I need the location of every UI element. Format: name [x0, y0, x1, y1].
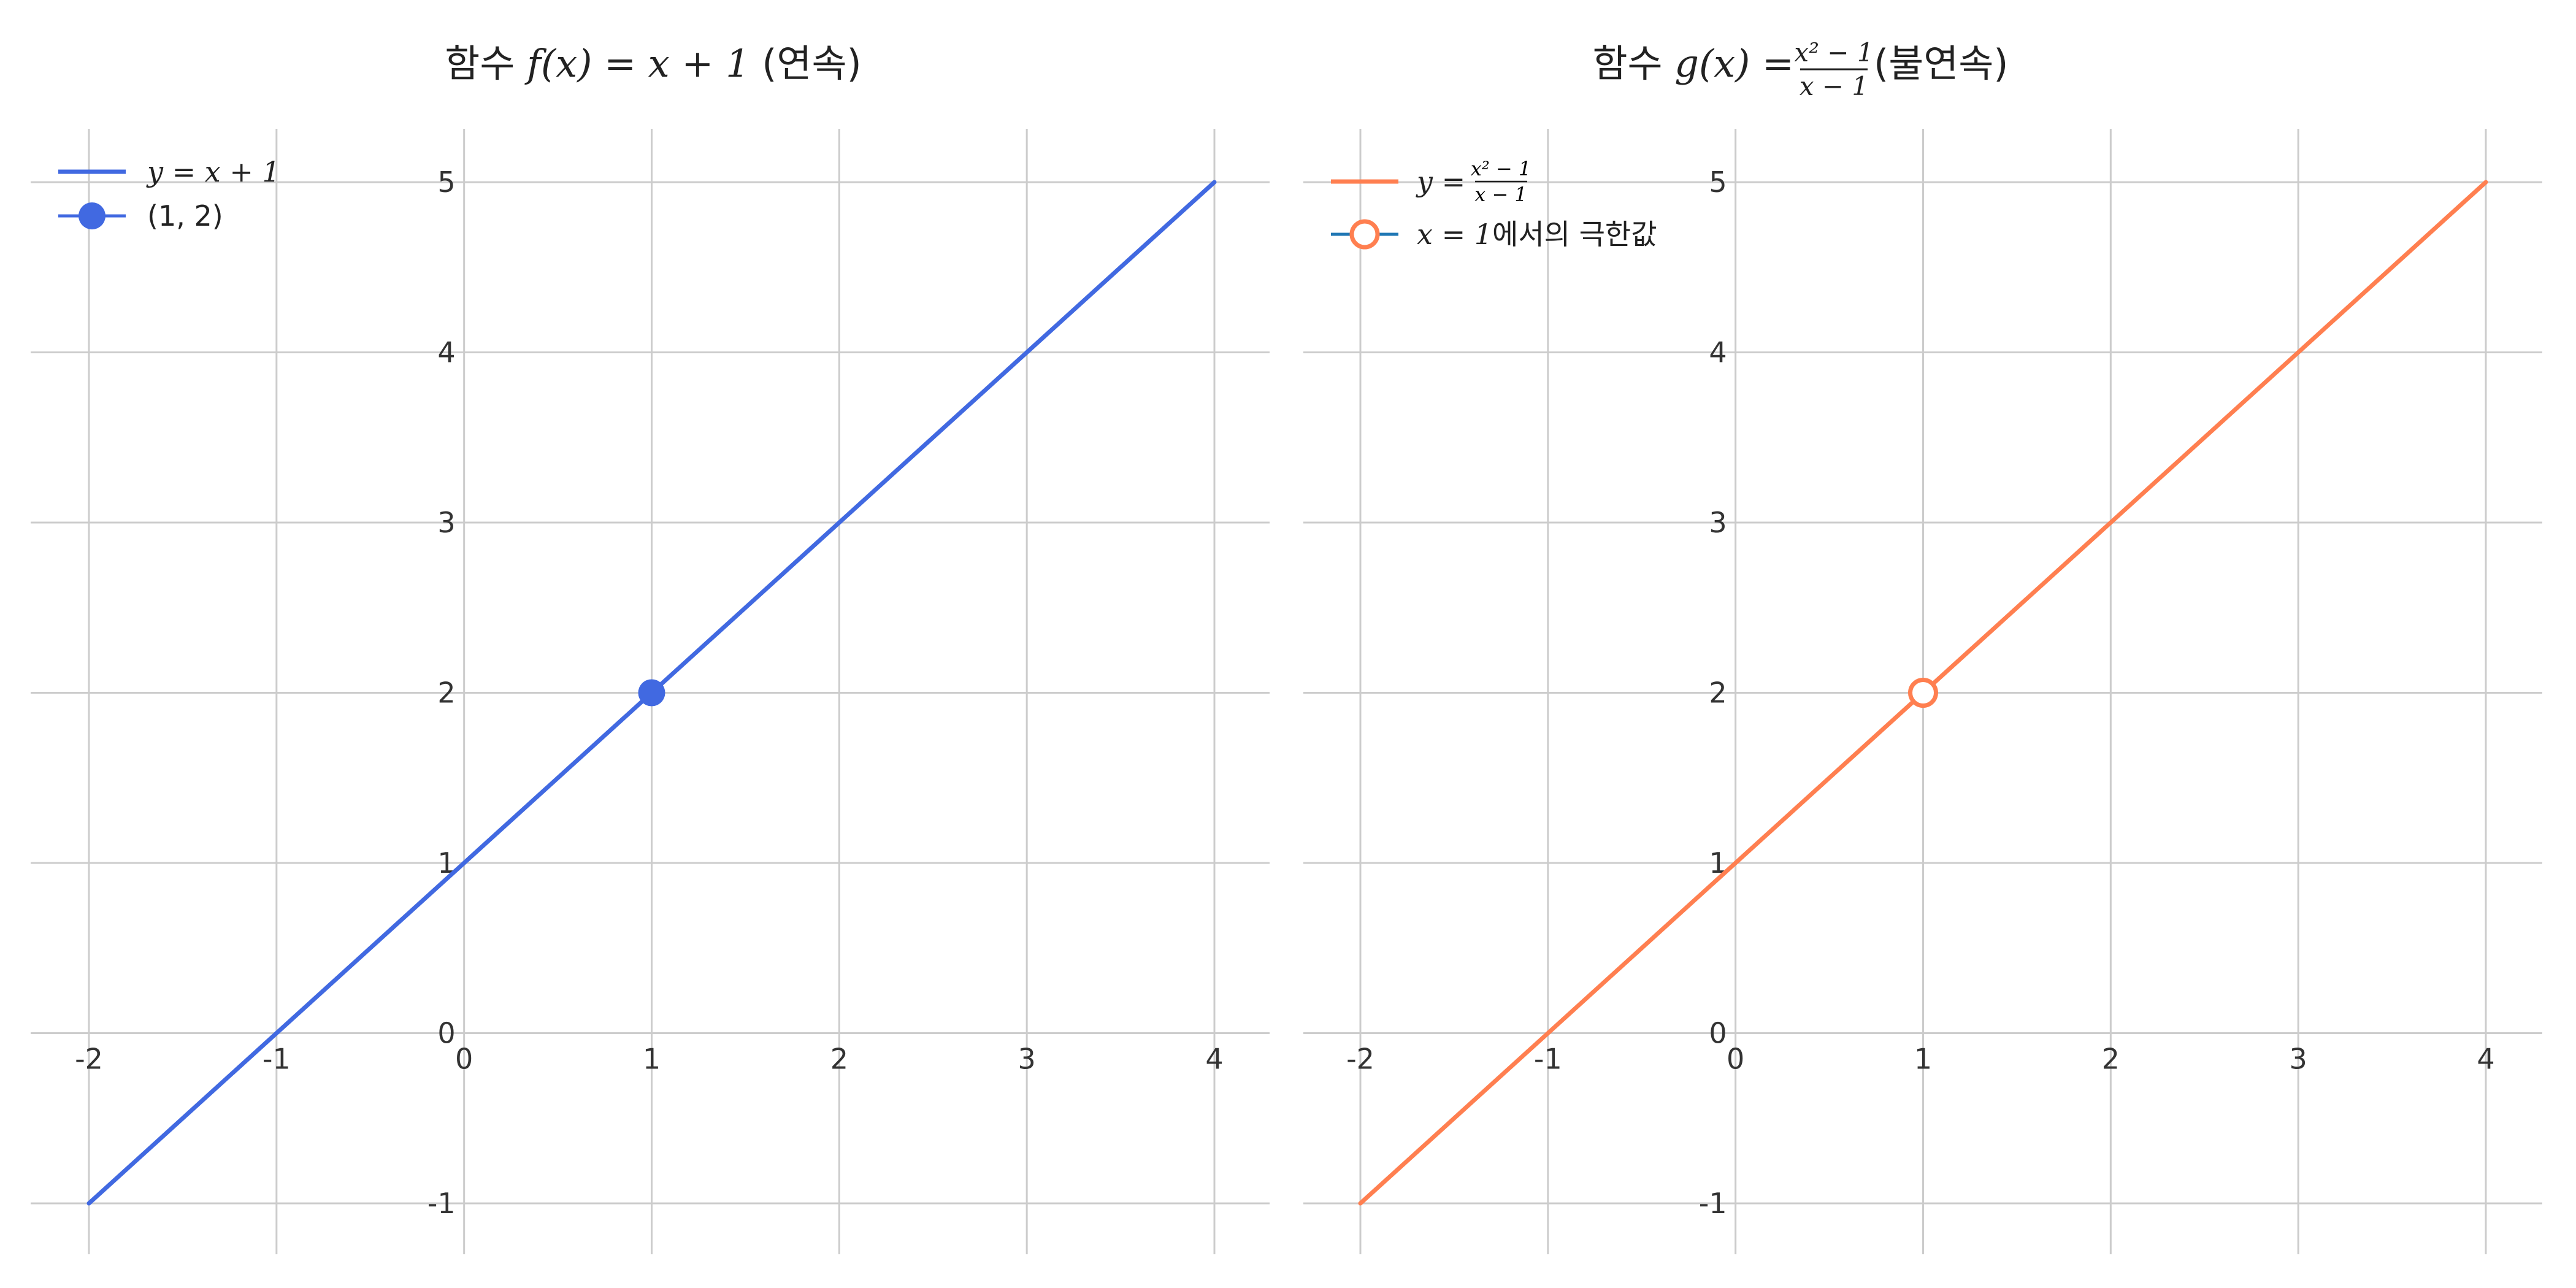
title-frac-num: x² − 1: [1794, 37, 1873, 67]
x-tick-label: 3: [2290, 1043, 2307, 1076]
y-tick-label: 5: [437, 166, 455, 199]
x-tick-label: 2: [2102, 1043, 2120, 1076]
y-tick-label: 4: [1709, 336, 1727, 369]
x-tick-label: 1: [643, 1043, 661, 1076]
x-tick-label: -2: [1346, 1043, 1374, 1076]
legend-label-line-num: x² − 1: [1471, 157, 1531, 180]
x-tick-label: -2: [75, 1043, 103, 1076]
legend-label-line-den: x − 1: [1474, 183, 1527, 206]
y-tick-label: 3: [437, 506, 455, 539]
y-tick-label: -1: [1699, 1187, 1727, 1220]
x-tick-label: -1: [263, 1043, 291, 1076]
data-point-open: [1908, 678, 1938, 708]
y-tick-label: 4: [437, 336, 455, 369]
y-tick-label: 3: [1709, 506, 1727, 539]
grid-left: [31, 129, 1270, 1254]
chart-title-right: 함수 g(x) = x² − 1 x − 1 (불연속): [1593, 37, 2009, 101]
y-tick-label: 5: [1709, 166, 1727, 199]
y-tick-label: 2: [1709, 677, 1727, 710]
legend-label-line: y = x + 1: [146, 155, 280, 188]
title-frac-den: x − 1: [1800, 71, 1868, 101]
x-tick-label: 2: [830, 1043, 848, 1076]
chart-title-left: 함수 f(x) = x + 1 (연속): [445, 41, 861, 86]
legend-label-point: x = 1에서의 극한값: [1417, 218, 1657, 251]
series-right: [1358, 180, 2488, 1206]
y-tick-label: 0: [1709, 1017, 1727, 1050]
x-tick-label: -1: [1534, 1043, 1562, 1076]
chart-right: 함수 g(x) = x² − 1 x − 1 (불연속) -2 -1 0 1 2 3 4 -1…: [1303, 37, 2542, 1254]
x-tick-label: 0: [1727, 1043, 1744, 1076]
x-tick-label: 4: [2477, 1043, 2494, 1076]
legend-point-swatch-marker: [79, 202, 105, 229]
legend-left: y = x + 1 (1, 2): [58, 155, 280, 232]
title-suffix-right: (불연속): [1874, 41, 2009, 86]
x-tick-label: 3: [1018, 1043, 1036, 1076]
legend-label-line-lhs: y =: [1416, 165, 1465, 198]
y-tick-label: -1: [427, 1187, 456, 1220]
x-tick-label: 1: [1914, 1043, 1932, 1076]
x-tick-label: 0: [455, 1043, 473, 1076]
legend-point-swatch-marker: [1349, 219, 1380, 250]
svg-text:함수 g(x) =: 함수 g(x) =: [1593, 41, 1795, 86]
legend-label-point: (1, 2): [147, 199, 223, 232]
series-left: [86, 180, 1217, 1206]
y-tick-label: 0: [437, 1017, 455, 1050]
y-tick-label: 2: [437, 677, 455, 710]
x-tick-label: 4: [1205, 1043, 1223, 1076]
data-point-filled: [638, 679, 665, 707]
legend-right: y = x² − 1 x − 1 x = 1에서의 극한값: [1331, 157, 1657, 251]
